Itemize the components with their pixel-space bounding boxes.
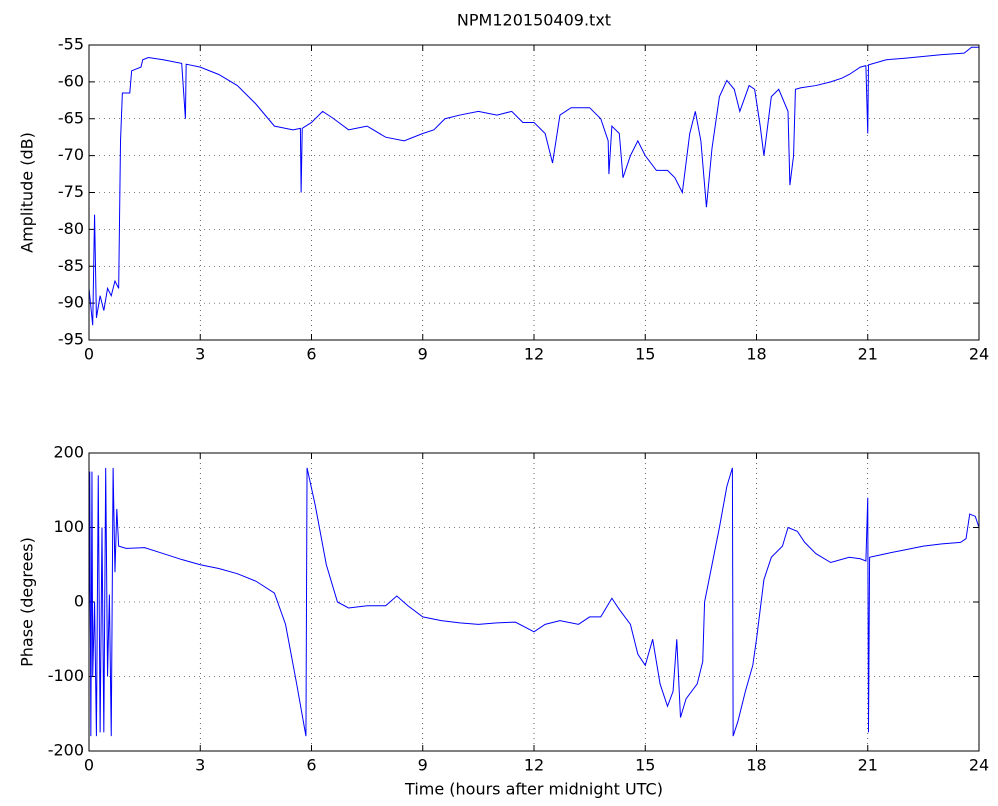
x-tick-label: 15 bbox=[635, 345, 655, 364]
x-tick-label: 21 bbox=[858, 345, 878, 364]
y-tick-label: -55 bbox=[58, 35, 84, 54]
x-tick-label: 18 bbox=[746, 756, 766, 775]
y-tick-label: -80 bbox=[58, 219, 84, 238]
x-tick-label: 24 bbox=[969, 756, 989, 775]
y-axis-label: Amplitude (dB) bbox=[18, 132, 37, 253]
y-tick-label: -90 bbox=[58, 293, 84, 312]
x-tick-label: 0 bbox=[84, 345, 94, 364]
x-tick-label: 6 bbox=[306, 756, 316, 775]
y-tick-label: -200 bbox=[48, 741, 84, 760]
y-tick-label: -65 bbox=[58, 108, 84, 127]
x-axis-label: Time (hours after midnight UTC) bbox=[404, 780, 663, 799]
x-tick-label: 24 bbox=[969, 345, 989, 364]
x-tick-label: 0 bbox=[84, 756, 94, 775]
x-tick-label: 21 bbox=[858, 756, 878, 775]
x-tick-label: 9 bbox=[418, 756, 428, 775]
y-tick-label: 200 bbox=[53, 443, 84, 462]
y-tick-label: -85 bbox=[58, 256, 84, 275]
chart-title: NPM120150409.txt bbox=[457, 11, 611, 30]
x-tick-label: 6 bbox=[306, 345, 316, 364]
data-line bbox=[88, 467, 980, 737]
axes-box bbox=[88, 452, 980, 752]
y-tick-label: -60 bbox=[58, 71, 84, 90]
y-tick-label: 0 bbox=[74, 592, 84, 611]
x-tick-label: 18 bbox=[746, 345, 766, 364]
y-axis-label: Phase (degrees) bbox=[18, 537, 37, 667]
x-tick-label: 12 bbox=[524, 756, 544, 775]
y-tick-label: -95 bbox=[58, 330, 84, 349]
x-tick-label: 9 bbox=[418, 345, 428, 364]
axes-box bbox=[88, 44, 980, 341]
x-tick-label: 3 bbox=[195, 756, 205, 775]
x-tick-label: 3 bbox=[195, 345, 205, 364]
x-tick-label: 15 bbox=[635, 756, 655, 775]
x-tick-label: 12 bbox=[524, 345, 544, 364]
y-tick-label: -75 bbox=[58, 182, 84, 201]
y-tick-label: -70 bbox=[58, 145, 84, 164]
y-tick-label: -100 bbox=[48, 666, 84, 685]
y-tick-label: 100 bbox=[53, 517, 84, 536]
data-line bbox=[88, 46, 979, 326]
